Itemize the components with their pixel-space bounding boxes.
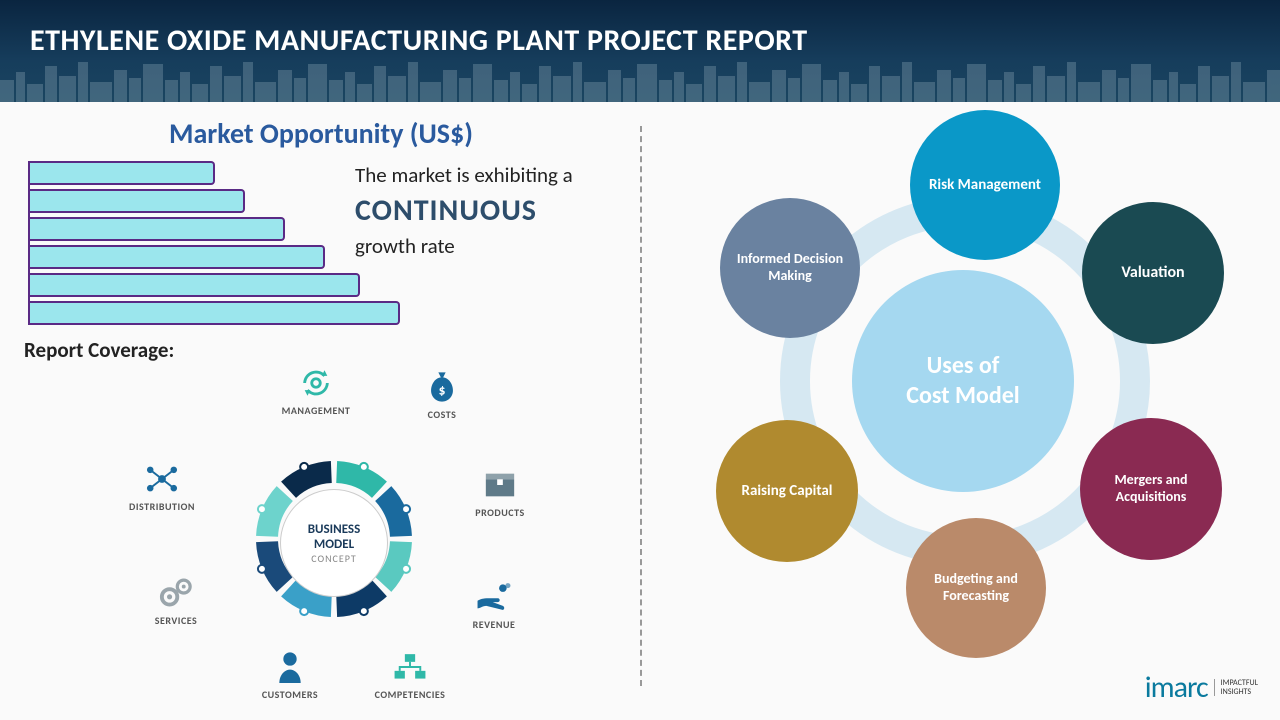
coverage-label: REVENUE (446, 618, 542, 631)
money-bag-icon: $ (394, 369, 490, 405)
chart-bar (30, 245, 325, 269)
main-content: Market Opportunity (US$) The market is e… (0, 102, 1280, 720)
tagline-2: INSIGHTS (1221, 688, 1258, 697)
coverage-label: COSTS (394, 408, 490, 421)
chart-bar (30, 301, 400, 325)
coverage-label: MANAGEMENT (268, 404, 364, 417)
brand-tagline: IMPACTFUL INSIGHTS (1214, 679, 1258, 697)
coverage-item-customers: CUSTOMERS (242, 649, 338, 701)
report-coverage-diagram: BUSINESS MODEL CONCEPT MANAGEMENT $ COSTS P… (104, 369, 584, 689)
cycle-icon (268, 365, 364, 401)
skyline-decoration (0, 58, 1280, 102)
mo-text-emphasis: CONTINUOUS (355, 192, 615, 229)
coverage-item-costs: $ COSTS (394, 369, 490, 421)
coverage-label: SERVICES (128, 614, 224, 627)
coverage-item-products: PRODUCTS (452, 467, 548, 519)
mo-text-line3: growth rate (355, 233, 615, 259)
brand-logo: imarc IMPACTFUL INSIGHTS (1145, 669, 1258, 706)
cost-node-raising-capital: Raising Capital (716, 420, 858, 562)
coverage-label: COMPETENCIES (362, 688, 458, 701)
person-icon (242, 649, 338, 685)
left-panel: Market Opportunity (US$) The market is e… (0, 102, 640, 720)
coverage-item-revenue: REVENUE (446, 579, 542, 631)
brand-name: imarc (1145, 669, 1208, 706)
page-title: ETHYLENE OXIDE MANUFACTURING PLANT PROJE… (30, 22, 1250, 59)
mo-text-line1: The market is exhibiting a (355, 162, 615, 188)
coverage-item-services: SERVICES (128, 575, 224, 627)
right-panel: Uses ofCost Model Risk ManagementValuati… (642, 102, 1280, 720)
chart-bar (30, 217, 285, 241)
cost-node-budgeting-and-forecasting: Budgeting and Forecasting (906, 518, 1046, 658)
chart-bar (30, 273, 360, 297)
market-opportunity-text: The market is exhibiting a CONTINUOUS gr… (355, 162, 615, 259)
chart-bar (30, 189, 245, 213)
box-icon (452, 467, 548, 503)
org-icon (362, 649, 458, 685)
coverage-item-competencies: COMPETENCIES (362, 649, 458, 701)
coverage-item-distribution: DISTRIBUTION (114, 461, 210, 513)
business-model-center: BUSINESS MODEL CONCEPT (280, 489, 388, 597)
bm-line2: MODEL (314, 537, 354, 552)
chart-bar (30, 161, 215, 185)
header: ETHYLENE OXIDE MANUFACTURING PLANT PROJE… (0, 0, 1280, 102)
coverage-label: PRODUCTS (452, 506, 548, 519)
cost-node-informed-decision-making: Informed Decision Making (720, 198, 860, 338)
cost-node-valuation: Valuation (1082, 202, 1224, 344)
bm-line1: BUSINESS (308, 522, 360, 537)
gears-icon (128, 575, 224, 611)
coverage-item-management: MANAGEMENT (268, 365, 364, 417)
bm-line3: CONCEPT (311, 552, 357, 565)
cost-model-diagram: Uses ofCost Model Risk ManagementValuati… (642, 120, 1262, 700)
coverage-label: DISTRIBUTION (114, 500, 210, 513)
svg-text:$: $ (439, 381, 446, 398)
market-opportunity-title: Market Opportunity (US$) (24, 116, 618, 151)
cost-node-mergers-and-acquisitions: Mergers and Acquisitions (1080, 418, 1222, 560)
hand-coin-icon (446, 579, 542, 615)
cost-node-risk-management: Risk Management (910, 110, 1060, 260)
cost-model-center: Uses ofCost Model (852, 270, 1074, 492)
coverage-label: CUSTOMERS (242, 688, 338, 701)
report-coverage-title: Report Coverage: (24, 337, 618, 363)
network-icon (114, 461, 210, 497)
